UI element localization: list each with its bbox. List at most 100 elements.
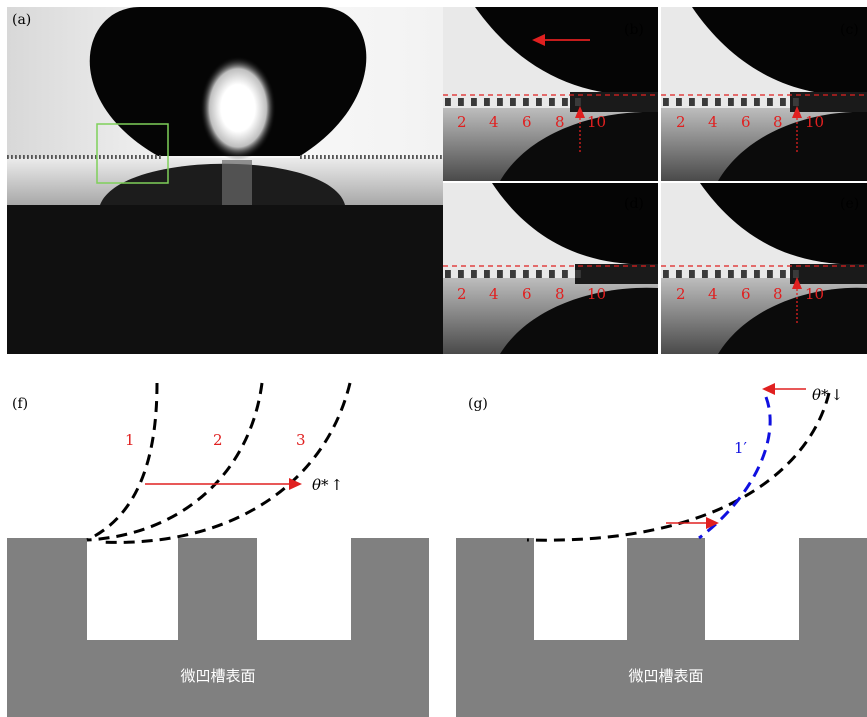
groove-mark bbox=[7, 155, 9, 159]
groove-mark bbox=[408, 155, 410, 159]
panel-d-groove-number: 4 bbox=[489, 285, 499, 303]
groove-mark bbox=[562, 270, 568, 278]
groove-mark bbox=[332, 155, 334, 159]
groove-mark bbox=[115, 155, 117, 159]
panel-d-photo bbox=[443, 183, 658, 354]
groove-mark bbox=[484, 270, 490, 278]
groove-mark bbox=[384, 155, 386, 159]
groove-mark bbox=[445, 98, 451, 106]
panel-b-groove-number: 2 bbox=[457, 113, 467, 131]
groove-mark bbox=[344, 155, 346, 159]
panel-e-pinning-arrow bbox=[792, 277, 802, 323]
groove-mark bbox=[87, 155, 89, 159]
groove-mark bbox=[676, 270, 682, 278]
groove-mark bbox=[497, 270, 503, 278]
panel-e-groove-number: 6 bbox=[741, 285, 751, 303]
groove-mark bbox=[396, 155, 398, 159]
panel-d-label: (d) bbox=[624, 196, 644, 212]
groove-mark bbox=[59, 155, 61, 159]
groove-mark bbox=[111, 155, 113, 159]
groove-mark bbox=[364, 155, 366, 159]
groove-mark bbox=[728, 270, 734, 278]
panel-f-curve-1-label: 1 bbox=[125, 431, 135, 449]
groove-mark bbox=[35, 155, 37, 159]
groove-mark bbox=[471, 270, 477, 278]
panel-d-groove-number: 8 bbox=[555, 285, 565, 303]
panel-f-curve-1 bbox=[86, 382, 159, 542]
groove-mark bbox=[147, 155, 149, 159]
panel-e-groove-number: 4 bbox=[708, 285, 718, 303]
panel-c-groove-number: 10 bbox=[805, 113, 824, 131]
groove-mark bbox=[767, 98, 773, 106]
groove-mark bbox=[445, 270, 451, 278]
panel-c-groove-number: 6 bbox=[741, 113, 751, 131]
groove-mark bbox=[348, 155, 350, 159]
panel-b-groove-number: 4 bbox=[489, 113, 499, 131]
groove-mark bbox=[536, 270, 542, 278]
panel-g-curve-1 bbox=[526, 392, 831, 542]
groove-mark bbox=[356, 155, 358, 159]
groove-mark bbox=[715, 270, 721, 278]
groove-mark bbox=[151, 155, 153, 159]
groove-mark bbox=[793, 98, 799, 106]
groove-mark bbox=[702, 270, 708, 278]
groove-mark bbox=[549, 98, 555, 106]
panel-a-label: (a) bbox=[12, 12, 31, 28]
panel-f-curve-2 bbox=[86, 382, 264, 542]
groove-mark bbox=[471, 98, 477, 106]
groove-mark bbox=[11, 155, 13, 159]
panel-f-curve-2-label: 2 bbox=[213, 431, 223, 449]
panel-b-motion-arrow bbox=[532, 34, 590, 46]
groove-mark bbox=[458, 98, 464, 106]
groove-mark bbox=[320, 155, 322, 159]
groove-mark bbox=[95, 155, 97, 159]
groove-mark bbox=[155, 155, 157, 159]
groove-mark bbox=[497, 98, 503, 106]
panel-e-label: (e) bbox=[840, 196, 859, 212]
panel-b-photo bbox=[443, 7, 658, 181]
panel-d-groove-number: 6 bbox=[522, 285, 532, 303]
groove-mark bbox=[412, 155, 414, 159]
groove-mark bbox=[43, 155, 45, 159]
panel-e-grooves bbox=[663, 270, 799, 278]
groove-mark bbox=[793, 270, 799, 278]
panel-b-groove-numbers: 2 4 6 8 10 bbox=[457, 113, 606, 131]
panel-g-surface-caption: 微凹槽表面 bbox=[628, 667, 703, 685]
panel-g-label: (g) bbox=[468, 396, 488, 412]
panel-g-recede-arrow bbox=[762, 383, 806, 395]
groove-mark bbox=[767, 270, 773, 278]
panel-b-label: (b) bbox=[624, 22, 644, 38]
groove-mark bbox=[19, 155, 21, 159]
groove-mark bbox=[510, 98, 516, 106]
groove-mark bbox=[689, 98, 695, 106]
groove-mark bbox=[663, 98, 669, 106]
groove-mark bbox=[352, 155, 354, 159]
groove-mark bbox=[103, 155, 105, 159]
groove-mark bbox=[63, 155, 65, 159]
panel-f-curve-3-label: 3 bbox=[296, 431, 306, 449]
panel-f-curve-3 bbox=[99, 382, 352, 544]
groove-mark bbox=[143, 155, 145, 159]
panel-a-groove-texture bbox=[7, 155, 442, 159]
groove-mark bbox=[23, 155, 25, 159]
groove-mark bbox=[139, 155, 141, 159]
panel-c-pinning-arrow bbox=[792, 106, 802, 152]
groove-mark bbox=[135, 155, 137, 159]
groove-mark bbox=[316, 155, 318, 159]
groove-mark bbox=[754, 98, 760, 106]
panel-g-advance-arrow bbox=[666, 517, 719, 529]
groove-mark bbox=[400, 155, 402, 159]
panel-b-pinning-arrow bbox=[575, 106, 585, 152]
groove-mark bbox=[376, 155, 378, 159]
panel-e-groove-numbers: 2 4 6 8 10 bbox=[676, 285, 824, 303]
panel-c-groove-number: 8 bbox=[773, 113, 783, 131]
panel-b-groove-number: 10 bbox=[587, 113, 606, 131]
panel-d-groove-number: 10 bbox=[587, 285, 606, 303]
groove-mark bbox=[510, 270, 516, 278]
groove-mark bbox=[676, 98, 682, 106]
groove-mark bbox=[388, 155, 390, 159]
panel-b-groove-number: 6 bbox=[522, 113, 532, 131]
groove-mark bbox=[728, 98, 734, 106]
panel-c-groove-number: 2 bbox=[676, 113, 686, 131]
groove-mark bbox=[575, 270, 581, 278]
